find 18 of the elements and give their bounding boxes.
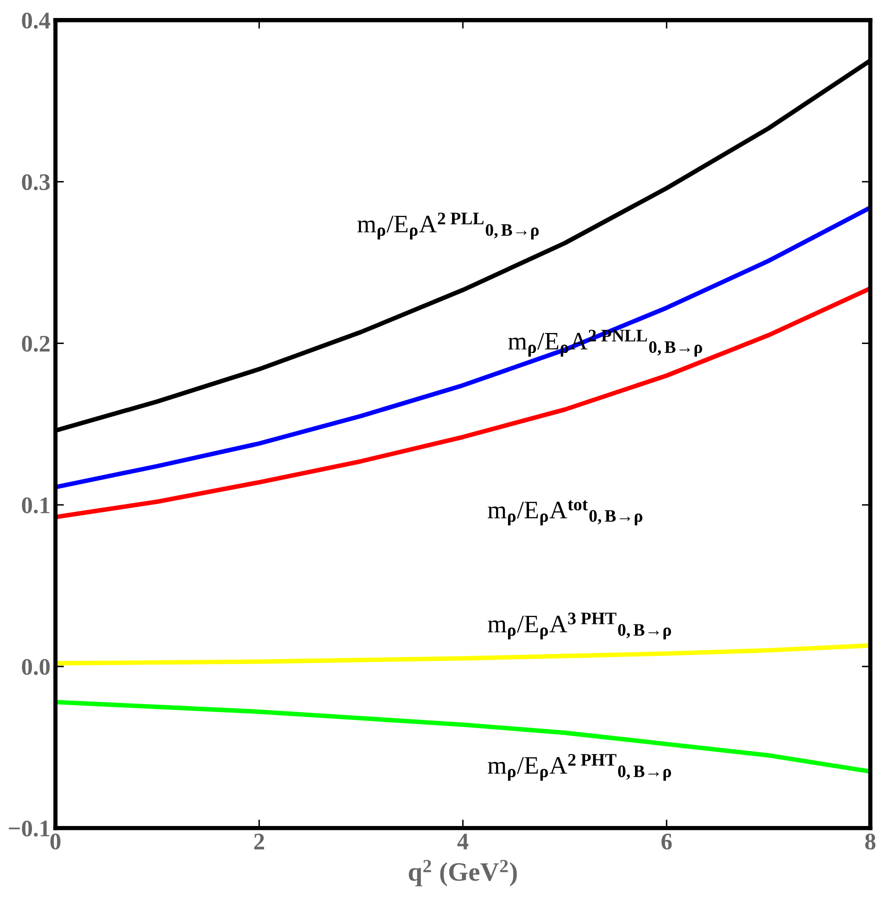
annotation: m$_{ρ}$/E$_{ρ}$A$^{2 PHT}$$_{0,B→ρ}$ (488, 754, 672, 781)
annotation: m$_{ρ}$/E$_{ρ}$A$^{2 PLL}$$_{0,B→ρ}$ (357, 212, 539, 240)
y-tick-label: 0.3 (22, 174, 50, 190)
x-tick-label: 2 (254, 834, 264, 850)
x-tick-label: 8 (865, 834, 876, 850)
y-tick-label: 0.1 (22, 497, 50, 514)
y-tick-label: 0.0 (22, 658, 50, 676)
y-tick-label: −0.1 (8, 820, 50, 837)
line-series (55, 643, 870, 666)
annotation: m$_{ρ}$/E$_{ρ}$A$^{3 PHT}$$_{0,B→ρ}$ (488, 612, 672, 640)
x-tick-label: 4 (457, 834, 468, 850)
x-tick-label: 0 (50, 834, 60, 850)
x-tick-label: 6 (662, 834, 672, 850)
y-tick-label: 0.2 (22, 336, 50, 352)
x-axis-title: q$^{2}$ (GeV$^{2}$) (408, 860, 517, 886)
y-tick-label: 0.4 (22, 12, 50, 29)
annotation: m$_{ρ}$/E$_{ρ}$A$^{tot}$$_{0,B→ρ}$ (488, 500, 642, 526)
line-series (55, 205, 870, 490)
